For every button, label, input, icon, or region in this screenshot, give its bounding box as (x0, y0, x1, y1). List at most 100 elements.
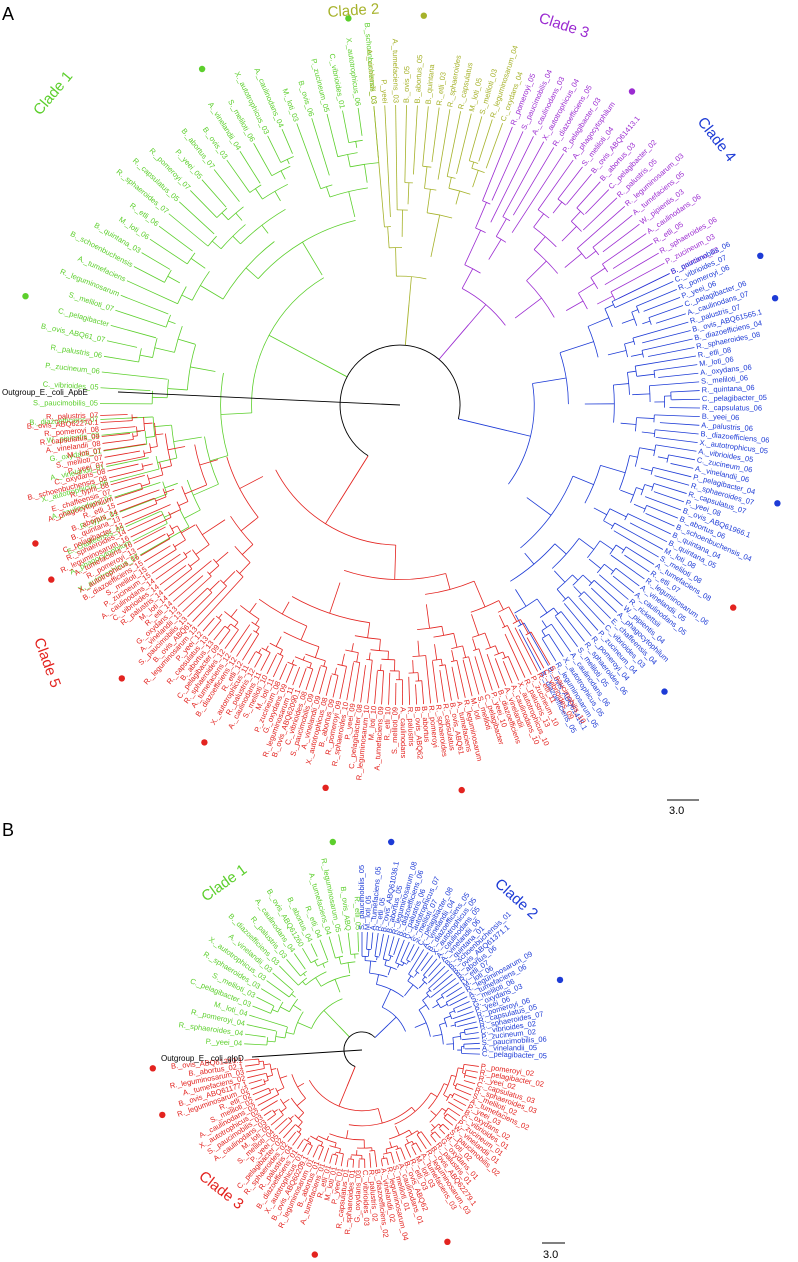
clade-stem (438, 324, 469, 360)
tree-a: X._autotrophicus_07A._phagocytophilumE._… (22, 12, 781, 794)
leaf-label: R._etli_05 (353, 896, 363, 930)
tree-branch (347, 154, 351, 167)
tree-branch (168, 213, 209, 247)
leaf-label: S._paucimobilis_06 (482, 1034, 547, 1047)
tree-branch (578, 282, 595, 294)
tree-branch (551, 623, 571, 653)
tree-branch (417, 672, 419, 681)
tree-branch (443, 1015, 451, 1019)
tree-branch (666, 454, 669, 463)
tree-branch (451, 650, 455, 662)
tree-branch (511, 153, 564, 233)
tree-branch (267, 1113, 276, 1121)
tree-branch (224, 611, 239, 623)
tree-branch (629, 455, 638, 458)
tree-branch (395, 247, 397, 277)
tree-branch (430, 214, 441, 258)
tree-branch (428, 962, 442, 977)
tree-branch (643, 505, 647, 513)
tree-branch (322, 963, 325, 968)
tree-branch (105, 456, 145, 465)
tree-branch (448, 187, 471, 195)
tree-branch (555, 616, 578, 648)
tree-branch (407, 975, 412, 982)
tree-branch (149, 238, 188, 265)
tree-branch (671, 398, 700, 401)
tree-branch (627, 370, 637, 373)
tree-branch (404, 1144, 412, 1158)
tree-branch (412, 660, 414, 673)
tree-branch (383, 1155, 385, 1159)
tree-branch (548, 634, 564, 657)
tree-branch (502, 656, 509, 660)
tree-branch (434, 644, 438, 660)
tree-branch (418, 981, 426, 989)
tree-branch (254, 654, 262, 668)
tree-branch (633, 503, 646, 510)
tree-branch (600, 464, 626, 474)
tree-branch (486, 653, 500, 689)
tree-branch (272, 972, 294, 991)
tree-branch (186, 479, 201, 511)
tree-branch (224, 629, 239, 649)
tree-branch (404, 1140, 413, 1146)
tree-branch (434, 1131, 441, 1139)
tree-branch (373, 106, 385, 228)
tree-branch (413, 105, 418, 175)
tree-branch (261, 647, 271, 653)
tree-branch (394, 545, 397, 580)
tree-branch (245, 1063, 260, 1067)
tree-branch (444, 664, 452, 701)
tree-branch (133, 526, 166, 544)
tree-branch (497, 606, 509, 613)
tree-branch (275, 636, 282, 647)
tree-branch (472, 638, 477, 650)
tree-branch (267, 1040, 276, 1043)
tree-branch (184, 509, 201, 519)
tree-branch (609, 544, 617, 555)
tree-branch (220, 412, 252, 415)
tree-branch (262, 183, 288, 200)
tree-branch (471, 167, 485, 173)
tree-branch (280, 1006, 290, 1013)
leaf-label: R._palustris_02 (367, 1169, 380, 1222)
panel-b: B P._yeei_04R._sphaeroides_04R._pomeroyi… (2, 820, 565, 1261)
tree-branch (426, 189, 431, 213)
leaf-label: B._yeei_06 (702, 412, 740, 422)
marker-dot (311, 1251, 318, 1258)
tree-branch (269, 1088, 275, 1091)
tree-branch (230, 623, 239, 631)
tree-branch (242, 544, 254, 555)
tree-branch (596, 563, 605, 574)
tree-branch (406, 1138, 409, 1144)
tree-branch (159, 565, 187, 586)
panel-letter-a: A (2, 4, 14, 24)
tree-branch (200, 285, 224, 300)
tree-branch (498, 600, 504, 610)
tree-branch (260, 1100, 278, 1111)
tree-branch (430, 1123, 439, 1132)
tree-branch (576, 207, 585, 216)
marker-dot (345, 15, 352, 22)
tree-branch (376, 956, 378, 961)
tree-branch (298, 668, 307, 688)
tree-branch (164, 482, 178, 489)
tree-branch (422, 979, 428, 985)
tree-branch (653, 491, 685, 503)
tree-branch (148, 474, 164, 480)
tree-branch (155, 496, 167, 502)
tree-branch (441, 982, 460, 996)
tree-branch (406, 944, 415, 960)
tree-branch (654, 414, 700, 418)
tree-branch (255, 626, 260, 633)
tree-branch (615, 544, 625, 551)
tree-branch (444, 1117, 454, 1126)
tree-branch (260, 652, 271, 671)
scale-label-a: 3.0 (669, 805, 684, 817)
tree-branch (346, 1159, 349, 1168)
tree-branch (179, 201, 215, 235)
tree-branch (593, 579, 623, 607)
tree-branch (424, 166, 428, 189)
tree-branch (369, 960, 372, 974)
